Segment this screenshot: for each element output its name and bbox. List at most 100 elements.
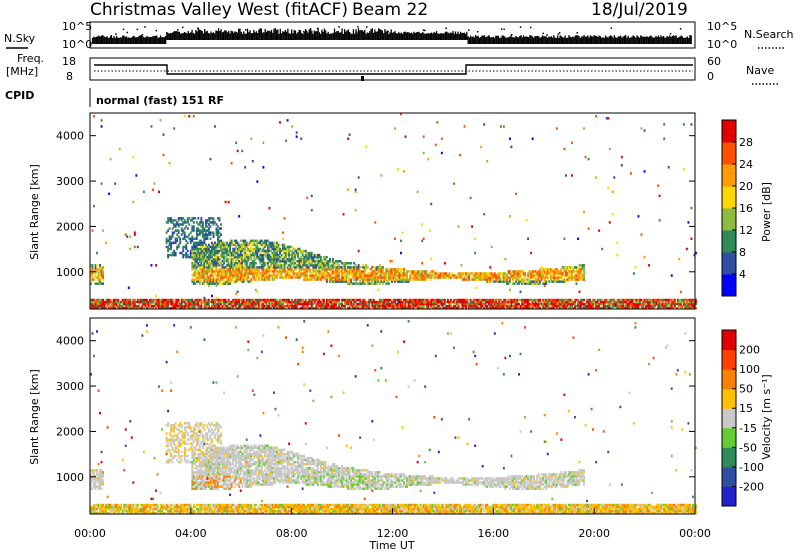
heatmap-cell [237, 150, 239, 152]
heatmap-cell [193, 115, 195, 117]
heatmap-cell [178, 229, 180, 231]
freq-tick-top: 18 [62, 55, 76, 68]
heatmap-cell [474, 238, 476, 240]
heatmap-cell [306, 197, 308, 199]
heatmap-cell [680, 291, 682, 293]
heatmap-cell [108, 193, 110, 195]
heatmap-cell [648, 264, 650, 266]
search-noise-sample [670, 33, 672, 35]
freq-gap-marker [361, 76, 364, 81]
heatmap-cell [284, 244, 286, 246]
heatmap-cell [296, 131, 298, 133]
heatmap-cell [556, 127, 558, 129]
heatmap-cell [565, 174, 567, 176]
heatmap-cell [129, 236, 131, 238]
heatmap-cell [467, 299, 469, 301]
heatmap-cell [663, 123, 665, 125]
heatmap-cell [417, 191, 419, 193]
heatmap-cell [220, 223, 222, 225]
heatmap-cell [583, 264, 585, 266]
heatmap-cell [279, 121, 281, 123]
heatmap-cell [219, 217, 221, 219]
heatmap-cell [128, 287, 130, 289]
heatmap-cell [435, 144, 437, 146]
heatmap-cell [391, 260, 393, 262]
heatmap-cell [173, 127, 175, 129]
search-noise-sample [468, 29, 470, 31]
heatmap-cell [102, 229, 104, 231]
heatmap-cell [252, 160, 254, 162]
heatmap-cell [524, 272, 526, 274]
heatmap-cell [464, 125, 466, 127]
heatmap-cell [458, 225, 460, 227]
heatmap-cell [641, 233, 643, 235]
heatmap-cell [96, 252, 98, 254]
heatmap-cell [547, 276, 549, 278]
search-noise-sample [127, 32, 129, 34]
heatmap-cell [152, 189, 154, 191]
heatmap-cell [405, 135, 407, 137]
beam-label: Beam 22 [352, 0, 428, 20]
search-noise-sample [501, 28, 503, 30]
heatmap-cell [471, 225, 473, 227]
nsearch-label: N.Search [744, 28, 794, 41]
heatmap-cell [421, 223, 423, 225]
search-noise-sample [488, 35, 490, 37]
search-noise-sample [503, 29, 505, 31]
heatmap-cell [237, 291, 239, 293]
heatmap-cell [563, 238, 565, 240]
heatmap-cell [92, 229, 94, 231]
heatmap-cell [509, 138, 511, 140]
noise-strip: N.Sky 10^5 10^0 10^5 10^0 N.Search [4, 20, 794, 51]
heatmap-cell [209, 158, 211, 160]
heatmap-cell [228, 201, 230, 203]
heatmap-cell [571, 174, 573, 176]
search-noise-sample [156, 30, 158, 32]
search-noise-sample [530, 27, 532, 29]
heatmap-cell [461, 264, 463, 266]
heatmap-cell [178, 299, 180, 301]
heatmap-cell [211, 295, 213, 297]
heatmap-cell [102, 282, 104, 284]
heatmap-cell [163, 133, 165, 135]
heatmap-cell [309, 268, 311, 270]
heatmap-cell [674, 299, 676, 301]
heatmap-cell [296, 135, 298, 137]
heatmap-cell [329, 258, 331, 260]
heatmap-cell [184, 115, 186, 117]
heatmap-cell [515, 193, 517, 195]
heatmap-cell [421, 262, 423, 264]
heatmap-cell [426, 270, 428, 272]
search-noise-sample [387, 31, 389, 32]
heatmap-cell [284, 217, 286, 219]
heatmap-cell [382, 266, 384, 268]
nave-tick-bottom: 0 [707, 70, 714, 83]
search-noise-sample [137, 29, 139, 31]
heatmap-cell [323, 299, 325, 301]
heatmap-cell [427, 158, 429, 160]
heatmap-cell [644, 170, 646, 172]
heatmap-cell [436, 121, 438, 123]
heatmap-cell [101, 119, 103, 121]
heatmap-cell [350, 262, 352, 264]
heatmap-cell [172, 299, 174, 301]
heatmap-cell [423, 135, 425, 137]
heatmap-cell [200, 217, 202, 219]
heatmap-cell [220, 227, 222, 229]
heatmap-cell [470, 197, 472, 199]
heatmap-cell [92, 264, 94, 266]
heatmap-cell [285, 140, 287, 142]
heatmap-cell [430, 203, 432, 205]
cpid-value: normal (fast) 151 RF [96, 94, 224, 107]
heatmap-cell [657, 184, 659, 186]
search-noise-sample [520, 26, 522, 28]
heatmap-cell [520, 291, 522, 293]
heatmap-cell [197, 217, 199, 219]
heatmap-cell [163, 154, 165, 156]
heatmap-cell [338, 299, 340, 301]
noise-tick-right-top: 10^5 [707, 20, 737, 33]
search-noise-sample [477, 31, 479, 32]
heatmap-cell [188, 223, 190, 225]
heatmap-cell [400, 252, 402, 254]
